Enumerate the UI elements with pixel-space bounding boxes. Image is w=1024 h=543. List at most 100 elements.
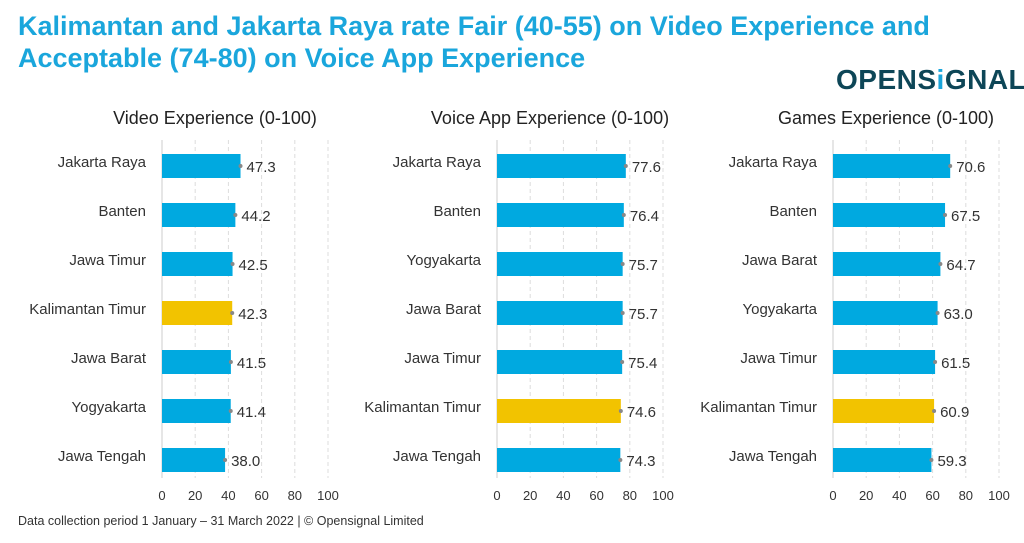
x-tick-label: 100	[988, 488, 1010, 503]
x-tick-label: 20	[188, 488, 202, 503]
x-tick-label: 60	[254, 488, 268, 503]
category-label: Jawa Timur	[404, 350, 481, 367]
bar	[497, 448, 621, 472]
data-label: 42.5	[239, 257, 268, 274]
confidence-marker	[228, 409, 233, 413]
x-tick-label: 100	[652, 488, 674, 503]
confidence-marker	[223, 458, 228, 462]
opensignal-logo: OPENSiGNAL	[836, 64, 1024, 96]
category-label: Jawa Tengah	[393, 448, 481, 465]
data-label: 47.3	[247, 159, 276, 176]
confidence-marker	[620, 360, 625, 364]
data-label: 60.9	[940, 404, 969, 421]
category-label: Jawa Tengah	[58, 448, 146, 465]
panel-title: Voice App Experience (0-100)	[431, 108, 669, 128]
x-tick-label: 0	[829, 488, 836, 503]
panel-title: Games Experience (0-100)	[778, 108, 994, 128]
category-label: Jakarta Raya	[729, 154, 818, 171]
confidence-marker	[938, 262, 943, 266]
x-tick-label: 80	[623, 488, 637, 503]
confidence-marker	[623, 164, 628, 168]
confidence-marker	[935, 311, 940, 315]
category-label: Jawa Barat	[406, 301, 482, 318]
data-label: 61.5	[941, 355, 970, 372]
x-tick-label: 40	[556, 488, 570, 503]
data-label: 75.4	[628, 355, 657, 372]
bar	[497, 399, 621, 423]
bar	[833, 448, 932, 472]
category-label: Jawa Barat	[742, 252, 818, 269]
data-label: 63.0	[944, 306, 973, 323]
category-label: Yogyakarta	[71, 399, 146, 416]
bar	[162, 203, 236, 227]
category-label: Banten	[769, 203, 817, 220]
confidence-marker	[238, 164, 243, 168]
logo-signal-i: i	[936, 64, 945, 95]
bar	[162, 399, 231, 423]
category-label: Yogyakarta	[742, 301, 817, 318]
confidence-marker	[948, 164, 953, 168]
category-label: Jakarta Raya	[58, 154, 147, 171]
data-label: 44.2	[241, 208, 270, 225]
confidence-marker	[228, 360, 233, 364]
bar	[497, 203, 624, 227]
bar	[162, 301, 233, 325]
bar	[833, 252, 941, 276]
category-label: Banten	[433, 203, 481, 220]
bar	[497, 154, 626, 178]
confidence-marker	[621, 213, 626, 217]
x-tick-label: 40	[892, 488, 906, 503]
x-tick-label: 100	[317, 488, 339, 503]
bar	[162, 154, 241, 178]
x-tick-label: 80	[288, 488, 302, 503]
confidence-marker	[233, 213, 238, 217]
data-label: 38.0	[231, 453, 260, 470]
confidence-marker	[932, 409, 937, 413]
bar	[162, 350, 231, 374]
data-label: 75.7	[629, 306, 658, 323]
data-label: 59.3	[937, 453, 966, 470]
x-tick-label: 0	[493, 488, 500, 503]
data-label: 42.3	[238, 306, 267, 323]
bar	[162, 448, 226, 472]
chart-title: Kalimantan and Jakarta Raya rate Fair (4…	[18, 11, 930, 73]
confidence-marker	[618, 409, 623, 413]
panel-title: Video Experience (0-100)	[113, 108, 317, 128]
confidence-marker	[620, 262, 625, 266]
data-label: 76.4	[630, 208, 659, 225]
x-tick-label: 60	[589, 488, 603, 503]
bar	[833, 399, 935, 423]
data-label: 77.6	[632, 159, 661, 176]
x-tick-label: 20	[859, 488, 873, 503]
confidence-marker	[620, 311, 625, 315]
bar	[497, 252, 623, 276]
category-label: Kalimantan Timur	[700, 399, 817, 416]
x-tick-label: 0	[158, 488, 165, 503]
x-tick-label: 40	[221, 488, 235, 503]
data-label: 70.6	[956, 159, 985, 176]
bar	[497, 301, 623, 325]
category-label: Kalimantan Timur	[364, 399, 481, 416]
data-label: 67.5	[951, 208, 980, 225]
data-label: 75.7	[629, 257, 658, 274]
category-label: Jawa Timur	[69, 252, 146, 269]
logo-part: OPENS	[836, 64, 937, 95]
confidence-marker	[230, 262, 235, 266]
data-label: 74.6	[627, 404, 656, 421]
category-label: Jakarta Raya	[393, 154, 482, 171]
category-label: Jawa Tengah	[729, 448, 817, 465]
data-label: 41.4	[237, 404, 266, 421]
bar	[833, 350, 936, 374]
x-tick-label: 60	[925, 488, 939, 503]
category-label: Yogyakarta	[406, 252, 481, 269]
x-tick-label: 80	[959, 488, 973, 503]
bar	[162, 252, 233, 276]
confidence-marker	[943, 213, 948, 217]
bar	[497, 350, 623, 374]
category-label: Banten	[98, 203, 146, 220]
bar	[833, 203, 946, 227]
data-label: 41.5	[237, 355, 266, 372]
data-label: 64.7	[946, 257, 975, 274]
category-label: Kalimantan Timur	[29, 301, 146, 318]
